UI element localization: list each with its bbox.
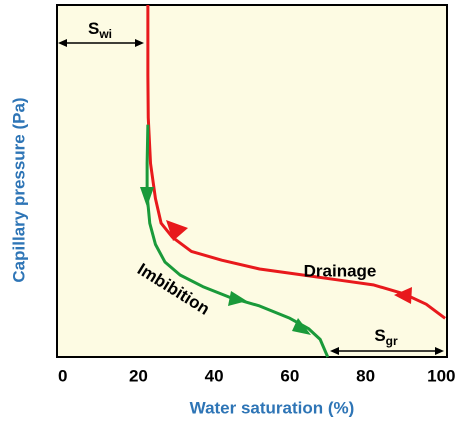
arrowhead [228,291,247,306]
y-axis-title: Capillary pressure (Pa) [9,97,28,282]
plot-area [56,4,448,358]
x-tick-label: 60 [280,366,299,385]
sgr-label-main: S [374,326,385,345]
x-tick-label: 0 [58,366,67,385]
swi-label-sub: wi [98,27,112,41]
x-tick-label: 80 [356,366,375,385]
swi-arrow [58,39,144,47]
sgr-label: Sgr [374,326,398,348]
arrowhead [292,318,311,335]
x-tick-label: 20 [129,366,148,385]
x-tick-label: 40 [205,366,224,385]
sgr-label-sub: gr [386,334,398,348]
series-label: Drainage [304,261,377,280]
sgr-arrow [330,347,444,355]
x-tick-label: 100 [427,366,455,385]
swi-label-main: S [88,19,99,38]
arrowhead [166,220,188,241]
swi-label: Swi [88,19,112,41]
arrowhead [394,287,412,304]
series-line [146,5,447,320]
arrowhead [140,187,154,207]
x-axis-title: Water saturation (%) [190,398,355,417]
